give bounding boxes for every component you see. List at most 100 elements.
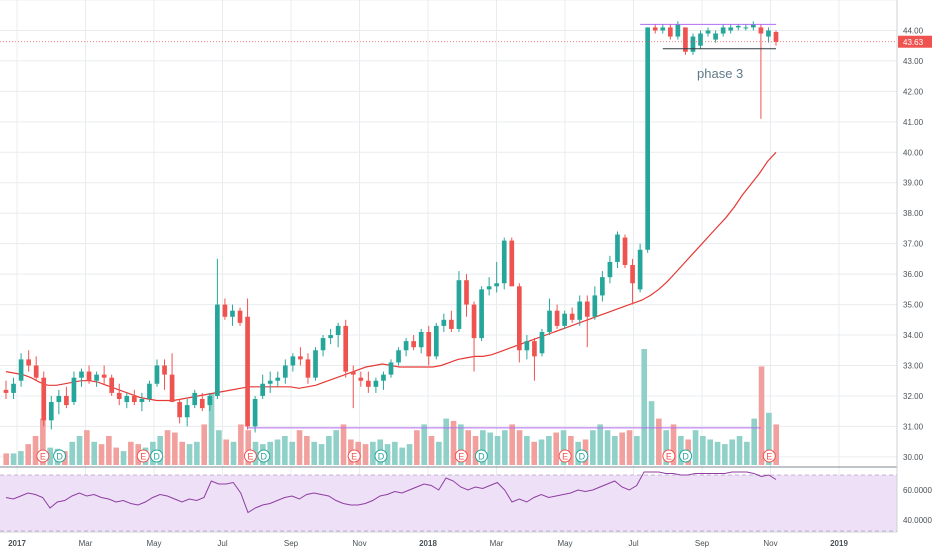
- dividend-marker: D: [679, 449, 693, 463]
- candle: [403, 338, 409, 357]
- candle: [131, 389, 137, 406]
- candle-body: [705, 30, 711, 34]
- volume-bar: [326, 436, 332, 465]
- candle: [358, 371, 364, 387]
- candle-body: [524, 341, 530, 351]
- candle-body: [396, 350, 401, 363]
- volume-bar: [208, 393, 215, 465]
- volume-bar: [758, 366, 765, 465]
- y-tick-label: 35.00: [903, 301, 924, 310]
- candle-body: [464, 280, 469, 305]
- event-label: D: [153, 452, 160, 462]
- candle: [766, 27, 771, 43]
- volume-bar: [722, 444, 728, 465]
- candle: [381, 371, 386, 390]
- event-label: D: [56, 452, 63, 462]
- candle-body: [169, 374, 175, 403]
- candle: [569, 307, 575, 323]
- volume-bar: [443, 418, 449, 465]
- event-circle: [762, 449, 776, 463]
- volume-bar: [692, 430, 699, 465]
- volume-bar: [553, 432, 559, 465]
- volume-bar: [707, 439, 713, 465]
- candle-body: [101, 374, 107, 378]
- candle: [56, 389, 62, 415]
- candle-body: [154, 365, 160, 384]
- candle-body: [48, 402, 54, 421]
- candle: [222, 298, 228, 320]
- candle-body: [728, 27, 734, 31]
- candle-body: [18, 359, 24, 381]
- volume-bar: [201, 424, 207, 465]
- volume-bar: [670, 424, 677, 465]
- candle-body: [222, 304, 228, 317]
- event-label: E: [247, 452, 253, 462]
- volume-bar: [164, 430, 171, 465]
- candle: [11, 377, 16, 399]
- candle-body: [547, 310, 552, 332]
- candle: [162, 359, 167, 390]
- candle-body: [275, 377, 281, 381]
- event-circle: [257, 449, 271, 463]
- candle-body: [418, 331, 424, 348]
- x-tick-label: 2018: [419, 539, 437, 548]
- candle: [207, 392, 213, 412]
- volume-bar: [40, 418, 46, 465]
- candle-body: [177, 402, 182, 418]
- candle: [713, 30, 718, 43]
- candle-body: [441, 319, 447, 326]
- earnings-marker: E: [762, 449, 776, 463]
- candle: [343, 319, 349, 378]
- x-tick-label: Mar: [79, 539, 93, 548]
- candle-body: [449, 319, 454, 329]
- x-tick-label: Jul: [628, 539, 638, 548]
- volume-bar: [714, 441, 721, 465]
- price-axis[interactable]: 30.00 31.00 32.00 33.00 34.00 35.00 36.00 37.00…: [896, 0, 932, 532]
- volume-bar: [340, 424, 347, 465]
- volume-bar: [604, 430, 611, 465]
- candle-body: [373, 380, 379, 387]
- x-tick-label: Sep: [695, 539, 710, 548]
- candle: [584, 295, 590, 348]
- volume-bar: [480, 430, 486, 465]
- volume-bar: [370, 441, 376, 465]
- candle: [667, 24, 673, 40]
- earnings-marker: E: [558, 449, 572, 463]
- candle-body: [33, 365, 39, 378]
- volume-bar: [773, 424, 779, 465]
- volume-bar: [238, 424, 244, 465]
- candle-body: [388, 362, 394, 375]
- x-tick-label: May: [146, 539, 161, 548]
- y-tick-label: 43.00: [903, 57, 924, 66]
- y-tick-label: 39.00: [903, 179, 924, 188]
- volume-bar: [179, 441, 185, 465]
- candle: [26, 350, 31, 372]
- event-label: E: [458, 452, 464, 462]
- volume-bar: [392, 441, 398, 465]
- dividend-marker: D: [53, 449, 67, 463]
- phase-annotation: phase 3: [697, 66, 743, 81]
- earnings-marker: E: [347, 449, 361, 463]
- volume-bar: [406, 444, 413, 465]
- volume-bar: [494, 436, 501, 465]
- y-tick-label: 30.00: [903, 453, 924, 462]
- candle-body: [86, 371, 92, 381]
- volume-bar: [10, 453, 17, 465]
- candle-body: [282, 365, 288, 378]
- volume-bar: [465, 430, 471, 465]
- candle: [743, 24, 749, 31]
- volume-bar: [399, 447, 405, 465]
- last-price-badge: 43.63: [898, 35, 932, 48]
- time-axis[interactable]: 2017 Mar May Jul Sep Nov 2018 Mar May Jul Sep Nov 20…: [0, 531, 897, 548]
- candle: [532, 338, 537, 381]
- candle: [313, 347, 318, 381]
- volume-bar: [186, 444, 193, 465]
- candle-body: [698, 33, 703, 46]
- volume-bar: [274, 439, 281, 465]
- volume-bar: [590, 430, 596, 465]
- y-tick-label: 32.00: [903, 392, 924, 401]
- volume-bar: [656, 418, 662, 465]
- volume-bar: [304, 436, 310, 465]
